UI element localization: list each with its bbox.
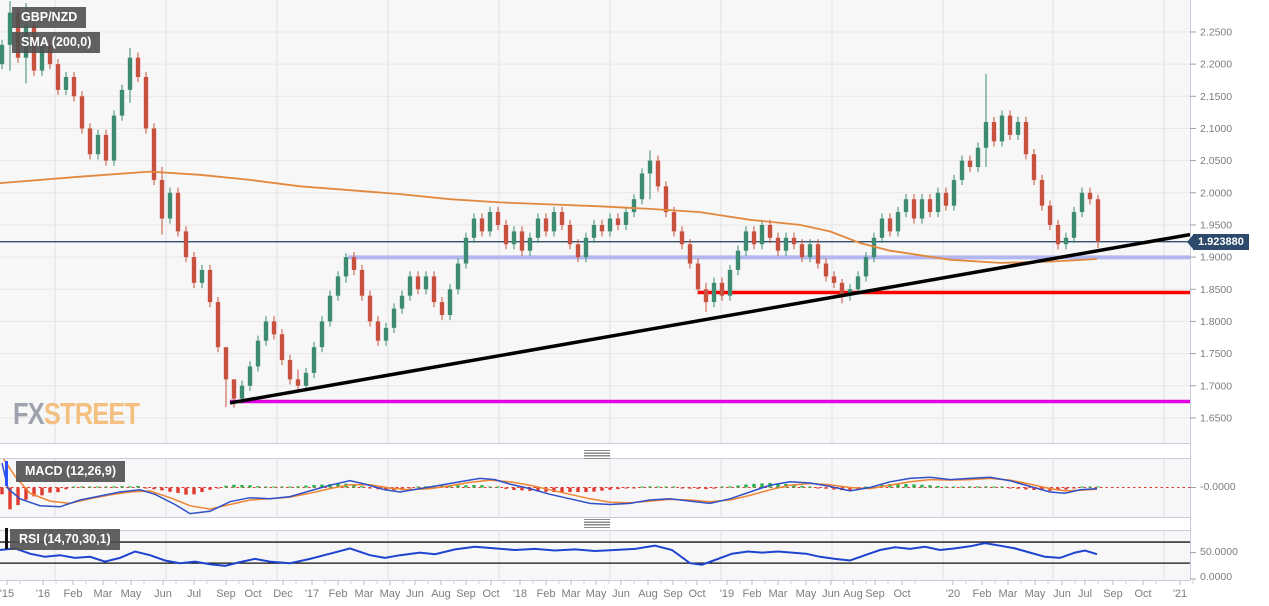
price-axis[interactable]: 2.2500 2.2000 2.1500 2.1000 2.0500 2.0000 1.95… — [1190, 26, 1232, 580]
time-tick-label: Jun — [612, 588, 630, 600]
time-tick-label: Feb — [973, 588, 992, 600]
time-tick-label: Feb — [743, 588, 762, 600]
time-tick-label: May — [586, 588, 607, 600]
time-tick-label: Sep — [663, 588, 683, 600]
watermark-fx: FX — [13, 396, 45, 431]
time-tick-label: Oct — [1134, 588, 1151, 600]
time-tick-label: Mar — [355, 588, 374, 600]
time-tick-label: '18 — [513, 588, 527, 600]
sma-indicator-chip: SMA (200,0) — [12, 32, 101, 53]
price-tick-label: 1.9000 — [1200, 252, 1232, 264]
fxstreet-watermark: FXSTREET — [13, 396, 140, 432]
price-tick-label: 1.8500 — [1200, 284, 1232, 296]
time-tick-label: Sep — [216, 588, 236, 600]
rsi-axis-0-label: 0.0000 — [1200, 571, 1233, 583]
time-tick-label: Feb — [64, 588, 83, 600]
time-tick-label: Mar — [999, 588, 1018, 600]
time-tick-label: Oct — [893, 588, 910, 600]
time-tick-label: Jun — [406, 588, 424, 600]
time-tick-label: Mar — [562, 588, 581, 600]
time-tick-label: Jul — [187, 588, 201, 600]
time-tick-label: Oct — [244, 588, 261, 600]
price-tick-label: 2.2000 — [1200, 59, 1232, 71]
rsi-axis-50-label: 50.0000 — [1200, 546, 1238, 558]
panel-splitter-macd[interactable] — [584, 450, 610, 459]
candles — [0, 1, 1101, 408]
time-tick-label: '16 — [36, 588, 50, 600]
symbol-chip: GBP/NZD — [12, 7, 87, 28]
time-tick-label: Sep — [1103, 588, 1123, 600]
time-axis[interactable]: '15 '16 Feb Mar May Jun Jul Sep Oct Dec '17 Feb Mar M… — [0, 580, 1194, 600]
time-tick-label: Feb — [537, 588, 556, 600]
time-tick-label: Feb — [329, 588, 348, 600]
macd-start-marker — [5, 461, 8, 486]
ascending-trendline — [229, 232, 1190, 405]
watermark-street: STREET — [43, 396, 140, 431]
time-tick-label: Jun — [822, 588, 840, 600]
rsi-start-marker — [5, 528, 8, 549]
time-tick-label: Aug — [431, 588, 451, 600]
price-tick-label: 2.1500 — [1200, 91, 1232, 103]
panel-splitter-rsi[interactable] — [584, 519, 610, 528]
macd-signal-line — [2, 458, 1098, 510]
time-tick-label: Mar — [94, 588, 113, 600]
time-tick-label: Oct — [482, 588, 499, 600]
time-tick-label: Mar — [769, 588, 788, 600]
rsi-panel-bg[interactable] — [0, 530, 1190, 580]
rsi-indicator-chip: RSI (14,70,30,1) — [10, 529, 120, 550]
time-tick-label: Dec — [273, 588, 293, 600]
time-tick-label: '17 — [305, 588, 319, 600]
price-tick-label: 1.8000 — [1200, 316, 1232, 328]
time-tick-label: Jun — [154, 588, 172, 600]
time-tick-label: Aug — [843, 588, 863, 600]
price-tick-label: 1.6500 — [1200, 412, 1232, 424]
time-tick-label: Sep — [865, 588, 885, 600]
macd-axis-zero-label: -0.0000 — [1200, 481, 1236, 493]
time-tick-label: May — [796, 588, 817, 600]
current-price-tag: 1.923880 — [1187, 234, 1249, 250]
time-tick-label: Sep — [456, 588, 476, 600]
price-tick-label: 2.2500 — [1200, 26, 1232, 38]
macd-panel[interactable] — [0, 456, 1190, 515]
price-tick-label: 2.1000 — [1200, 123, 1232, 135]
price-panel[interactable] — [0, 1, 1190, 408]
time-tick-label: '19 — [720, 588, 734, 600]
time-tick-label: May — [121, 588, 142, 600]
macd-line — [1, 462, 1098, 515]
price-tick-label: 1.7500 — [1200, 348, 1232, 360]
price-tick-label: 1.7000 — [1200, 380, 1232, 392]
time-tick-label: Jun — [1053, 588, 1071, 600]
price-panel-bg[interactable] — [0, 0, 1190, 443]
time-tick-label: May — [1025, 588, 1046, 600]
time-tick-label: Aug — [638, 588, 658, 600]
time-tick-label: '15 — [0, 588, 14, 600]
price-tick-label: 2.0000 — [1200, 187, 1232, 199]
rsi-panel[interactable] — [0, 541, 1190, 567]
time-tick-label: May — [380, 588, 401, 600]
time-tick-label: '21 — [1173, 588, 1187, 600]
price-tick-label: 1.9500 — [1200, 219, 1232, 231]
time-tick-label: '20 — [946, 588, 960, 600]
sma-200-line — [0, 170, 1098, 264]
time-tick-label: Oct — [688, 588, 705, 600]
time-tick-label: Jul — [1078, 588, 1092, 600]
price-tick-label: 2.0500 — [1200, 155, 1232, 167]
rsi-line — [0, 542, 1098, 567]
macd-indicator-chip: MACD (12,26,9) — [16, 461, 125, 482]
